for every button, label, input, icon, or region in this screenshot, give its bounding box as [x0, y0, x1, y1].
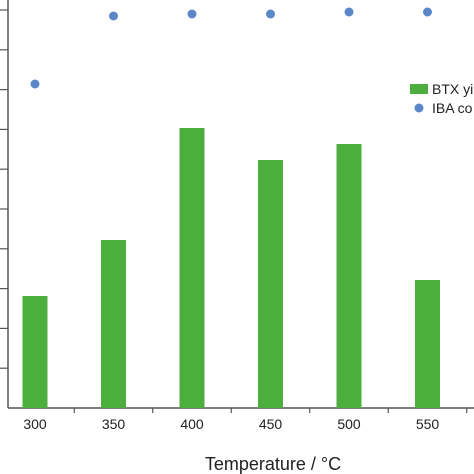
x-tick-label-300: 300 — [23, 416, 47, 432]
y-axis — [0, 0, 9, 408]
bar-450 — [258, 160, 283, 408]
x-tick-labels: 300 350 400 450 500 550 — [23, 408, 468, 432]
point-500 — [344, 7, 354, 17]
legend-label-bar: BTX yi — [432, 81, 473, 97]
point-400 — [187, 9, 197, 19]
legend-label-scatter: IBA co — [432, 100, 473, 116]
point-350 — [109, 11, 118, 21]
bar-550 — [415, 280, 440, 408]
x-tick-label-450: 450 — [259, 416, 283, 432]
x-tick-label-350: 350 — [102, 416, 126, 432]
bar-500 — [336, 144, 362, 408]
legend-swatch-bar — [410, 84, 428, 94]
scatter-series — [30, 7, 432, 89]
bar-400 — [179, 128, 205, 408]
x-axis-title: Temperature / °C — [205, 454, 341, 474]
x-tick-label-550: 550 — [416, 416, 440, 432]
y-ticks — [0, 9, 8, 369]
point-550 — [423, 7, 432, 17]
bar-300 — [22, 296, 48, 408]
x-axis: 300 350 400 450 500 550 Temperature / °C — [8, 407, 474, 474]
x-tick-label-500: 500 — [337, 416, 361, 432]
x-tick-label-400: 400 — [180, 416, 204, 432]
bar-350 — [101, 240, 126, 408]
bar-series — [22, 128, 440, 408]
legend-swatch-scatter — [414, 103, 424, 113]
point-300 — [30, 79, 40, 89]
legend: BTX yi IBA co — [410, 81, 473, 116]
point-450 — [266, 9, 275, 19]
